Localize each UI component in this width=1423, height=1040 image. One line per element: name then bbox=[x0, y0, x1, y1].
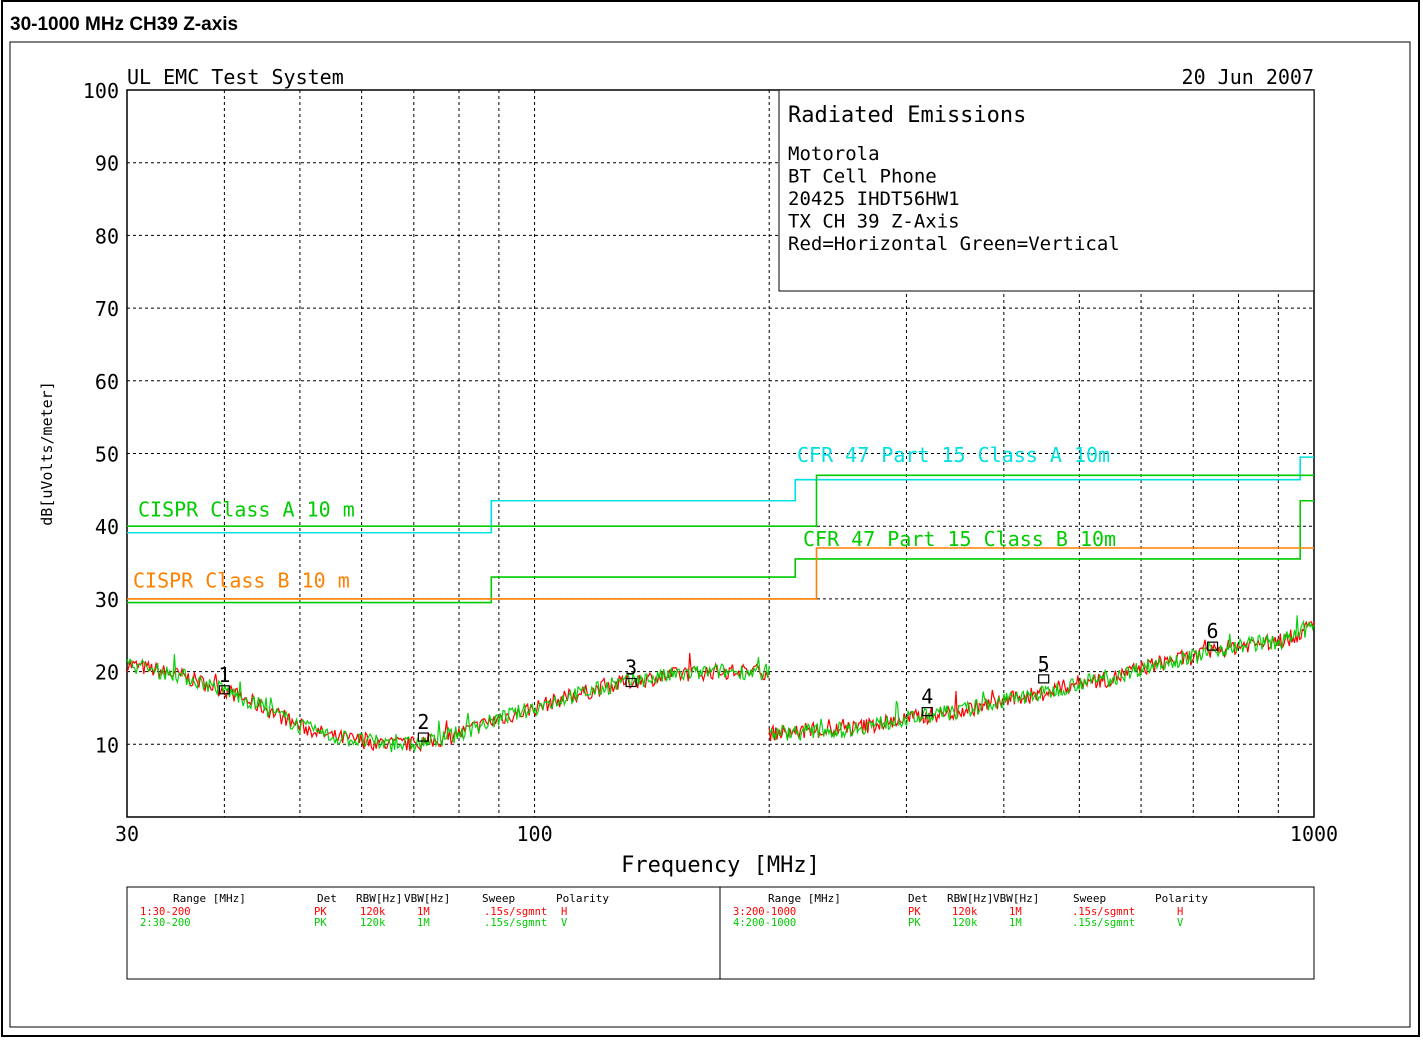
header-date: 20 Jun 2007 bbox=[1182, 65, 1314, 89]
info-box-line: BT Cell Phone bbox=[788, 166, 937, 188]
marker-box-2 bbox=[417, 732, 429, 742]
limit-line-2 bbox=[127, 474, 1314, 528]
right-header-rbw: RBW[Hz] bbox=[947, 892, 993, 905]
y-tick-label: 70 bbox=[95, 297, 119, 321]
x-tick-label: 100 bbox=[516, 822, 552, 846]
left-row-2-det: PK bbox=[314, 917, 327, 929]
right-row-1-rbw: 120k bbox=[952, 906, 978, 918]
right-header-polarity: Polarity bbox=[1155, 892, 1208, 905]
right-header-det: Det bbox=[908, 892, 928, 905]
left-row-1-det: PK bbox=[314, 906, 327, 918]
right-row-1-range: 3:200-1000 bbox=[733, 906, 796, 918]
marker-label-3: 3 bbox=[625, 656, 637, 680]
series-trace-4 bbox=[768, 615, 1315, 742]
right-row-1-vbw: 1M bbox=[1009, 906, 1022, 918]
right-row-2-rbw: 120k bbox=[952, 917, 978, 929]
right-row-2-vbw: 1M bbox=[1009, 917, 1022, 929]
left-row-2-sweep: .15s/sgmnt bbox=[484, 917, 547, 929]
x-tick-label: 1000 bbox=[1290, 822, 1338, 846]
marker-label-2: 2 bbox=[417, 710, 429, 734]
y-tick-label: 50 bbox=[95, 443, 119, 467]
marker-box-4 bbox=[921, 706, 933, 717]
right-row-1-sweep: .15s/sgmnt bbox=[1072, 906, 1135, 918]
left-header-rbw: RBW[Hz] bbox=[356, 892, 402, 905]
y-tick-label: 30 bbox=[95, 588, 119, 612]
limit-label-2: CISPR Class A 10 m bbox=[138, 498, 355, 522]
marker-label-1: 1 bbox=[218, 663, 230, 687]
info-box-line: Motorola bbox=[788, 143, 880, 165]
right-row-2-sweep: .15s/sgmnt bbox=[1072, 917, 1135, 929]
marker-label-6: 6 bbox=[1207, 619, 1219, 643]
left-row-1-vbw: 1M bbox=[417, 906, 430, 918]
left-header-range: Range [MHz] bbox=[173, 892, 246, 905]
right-header-vbw: VBW[Hz] bbox=[993, 892, 1039, 905]
right-row-1-polarity: H bbox=[1177, 906, 1183, 918]
x-tick-label: 30 bbox=[115, 822, 139, 846]
left-header-sweep: Sweep bbox=[482, 892, 515, 905]
y-tick-label: 80 bbox=[95, 224, 119, 248]
left-header-vbw: VBW[Hz] bbox=[404, 892, 450, 905]
series-trace-1 bbox=[126, 652, 770, 753]
right-row-1-det: PK bbox=[908, 906, 921, 918]
marker-box-3 bbox=[625, 677, 637, 688]
info-box bbox=[778, 89, 1315, 292]
left-header-polarity: Polarity bbox=[556, 892, 609, 905]
left-row-1-polarity: H bbox=[561, 906, 567, 918]
marker-label-5: 5 bbox=[1038, 652, 1050, 676]
left-row-1-sweep: .15s/sgmnt bbox=[484, 906, 547, 918]
info-box-line: Red=Horizontal Green=Vertical bbox=[788, 233, 1120, 255]
info-box-line: TX CH 39 Z-Axis bbox=[788, 211, 960, 233]
left-row-2-polarity: V bbox=[561, 917, 568, 929]
left-row-2-rbw: 120k bbox=[360, 917, 386, 929]
marker-box-5 bbox=[1038, 674, 1050, 684]
right-row-2-polarity: V bbox=[1177, 917, 1184, 929]
info-box-title: Radiated Emissions bbox=[788, 103, 1026, 128]
left-header-det: Det bbox=[317, 892, 337, 905]
series-trace-2 bbox=[126, 654, 770, 754]
series-trace-3 bbox=[768, 620, 1315, 742]
y-tick-label: 40 bbox=[95, 515, 119, 539]
right-header-range: Range [MHz] bbox=[768, 892, 841, 905]
header-system: UL EMC Test System bbox=[127, 65, 344, 89]
left-row-2-range: 2:30-200 bbox=[140, 917, 191, 929]
x-axis-label: Frequency [MHz] bbox=[621, 853, 820, 878]
right-row-2-det: PK bbox=[908, 917, 921, 929]
left-row-1-range: 1:30-200 bbox=[140, 906, 191, 918]
y-tick-label: 60 bbox=[95, 370, 119, 394]
limit-label-4: CISPR Class B 10 m bbox=[133, 568, 350, 592]
y-tick-label: 100 bbox=[83, 79, 119, 103]
y-axis-label: dB[uVolts/meter] bbox=[38, 381, 56, 526]
left-row-2-vbw: 1M bbox=[417, 917, 430, 929]
left-row-1-rbw: 120k bbox=[360, 906, 386, 918]
right-header-sweep: Sweep bbox=[1073, 892, 1106, 905]
limit-line-4 bbox=[127, 547, 1314, 600]
marker-box-1 bbox=[218, 685, 230, 695]
y-tick-label: 90 bbox=[95, 152, 119, 176]
limit-label-1: CFR 47 Part 15 Class A 10m bbox=[797, 443, 1110, 467]
page-title: 30-1000 MHz CH39 Z-axis bbox=[10, 14, 239, 35]
y-tick-label: 20 bbox=[95, 661, 119, 685]
marker-box-6 bbox=[1206, 641, 1219, 651]
limit-label-3: CFR 47 Part 15 Class B 10m bbox=[803, 527, 1116, 551]
y-tick-label: 10 bbox=[95, 733, 119, 757]
marker-label-4: 4 bbox=[921, 685, 933, 709]
right-row-2-range: 4:200-1000 bbox=[733, 917, 796, 929]
info-box-line: 20425 IHDT56HW1 bbox=[788, 188, 960, 210]
chart-frame bbox=[9, 41, 1411, 1028]
limit-line-1 bbox=[127, 456, 1314, 534]
